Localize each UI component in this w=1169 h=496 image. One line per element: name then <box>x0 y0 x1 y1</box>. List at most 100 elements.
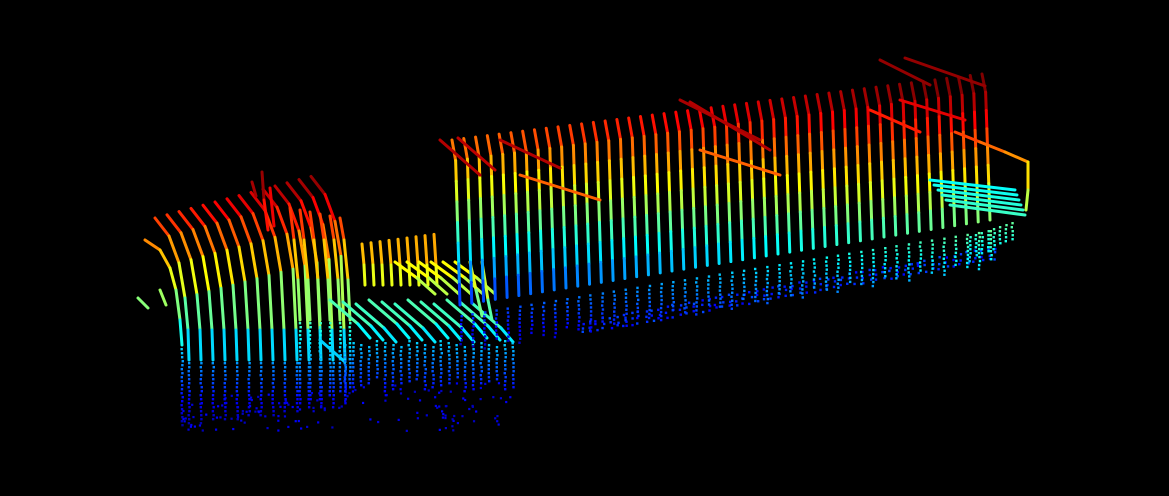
end-post <box>1024 188 1030 212</box>
ground-point <box>977 231 981 235</box>
ground-point <box>766 301 769 305</box>
ground-point <box>343 376 347 379</box>
ground-point <box>756 290 759 293</box>
ground-point <box>578 296 581 299</box>
container-strip <box>457 262 461 286</box>
ground-point <box>307 394 311 397</box>
ground-point <box>415 346 419 349</box>
mid-rail <box>393 302 425 330</box>
ground-point <box>245 410 248 413</box>
ground-point <box>247 386 251 389</box>
top-edge <box>438 138 482 177</box>
ground-point <box>444 416 447 420</box>
ground-point <box>383 370 387 373</box>
ground-point <box>495 350 498 353</box>
mid-rail <box>441 260 467 280</box>
left-strip <box>158 288 168 307</box>
ground-point <box>495 366 498 369</box>
container-strip <box>738 161 742 184</box>
container-strip <box>921 79 929 102</box>
container-strip <box>822 206 826 229</box>
ground-point <box>309 394 312 397</box>
ground-point <box>338 406 341 409</box>
ground-point <box>601 296 604 299</box>
ground-point <box>908 279 911 282</box>
ground-point <box>762 288 766 291</box>
left-strip <box>294 328 299 362</box>
low-middle-framework <box>328 232 515 393</box>
ground-point <box>199 406 203 409</box>
container-strip <box>632 176 636 199</box>
ground-point <box>998 230 1002 233</box>
ground-point <box>647 316 651 320</box>
ground-point <box>217 405 220 408</box>
ground-point <box>339 326 342 329</box>
left-strip <box>273 235 283 274</box>
ground-point <box>911 267 915 270</box>
ground-point <box>798 287 802 290</box>
end-rail <box>1003 150 1030 164</box>
ground-point <box>589 322 592 325</box>
ground-point <box>180 388 184 391</box>
ground-point <box>719 293 722 296</box>
ground-point <box>408 356 411 359</box>
ground-point <box>608 317 611 320</box>
ground-point <box>329 378 332 381</box>
ground-point <box>456 421 460 425</box>
ground-point <box>805 285 808 288</box>
ground-point <box>554 331 557 335</box>
ground-point <box>981 240 984 243</box>
ground-point <box>188 382 191 385</box>
container-strip <box>986 163 991 185</box>
mid-post <box>474 288 484 318</box>
ground-point <box>743 289 746 293</box>
ground-point <box>695 301 698 304</box>
container-strip <box>561 185 565 209</box>
ground-point <box>432 350 435 353</box>
ground-point <box>464 354 467 357</box>
mid-rail <box>471 302 503 330</box>
container-strip <box>467 219 472 243</box>
ground-point <box>283 382 286 385</box>
ground-point <box>448 366 451 369</box>
container-strip <box>513 151 517 175</box>
ground-point <box>731 271 734 274</box>
container-strip <box>750 179 755 202</box>
container-strip <box>568 123 575 147</box>
ground-point <box>338 362 342 365</box>
ground-point <box>298 386 302 389</box>
ground-point <box>1011 230 1014 233</box>
ground-point <box>977 243 981 247</box>
ground-point <box>399 388 402 391</box>
container-strip <box>478 176 482 201</box>
ground-point <box>601 326 604 330</box>
ground-point <box>868 273 872 277</box>
left-strip <box>178 318 184 347</box>
container-strip <box>583 142 588 166</box>
container-strip <box>536 148 541 172</box>
container-strip <box>768 98 776 122</box>
ground-point <box>283 370 286 373</box>
container-strip <box>752 236 756 260</box>
ground-point <box>187 386 190 389</box>
ground-point <box>645 320 649 324</box>
ground-point <box>777 296 780 299</box>
ground-point <box>719 297 722 300</box>
container-strip <box>834 205 838 228</box>
ground-point <box>499 397 503 400</box>
container-strip <box>808 151 813 174</box>
ground-point <box>298 408 302 411</box>
ground-point <box>942 257 946 260</box>
ground-point <box>884 251 887 254</box>
ground-point <box>518 325 521 328</box>
ground-point <box>332 402 335 405</box>
ground-point <box>589 326 593 329</box>
ground-point <box>902 273 905 276</box>
ground-point <box>361 401 365 405</box>
ground-point <box>790 278 793 281</box>
ground-point <box>812 258 816 261</box>
ground-point <box>272 366 275 369</box>
left-strip <box>249 190 267 212</box>
container-strip <box>728 221 732 244</box>
